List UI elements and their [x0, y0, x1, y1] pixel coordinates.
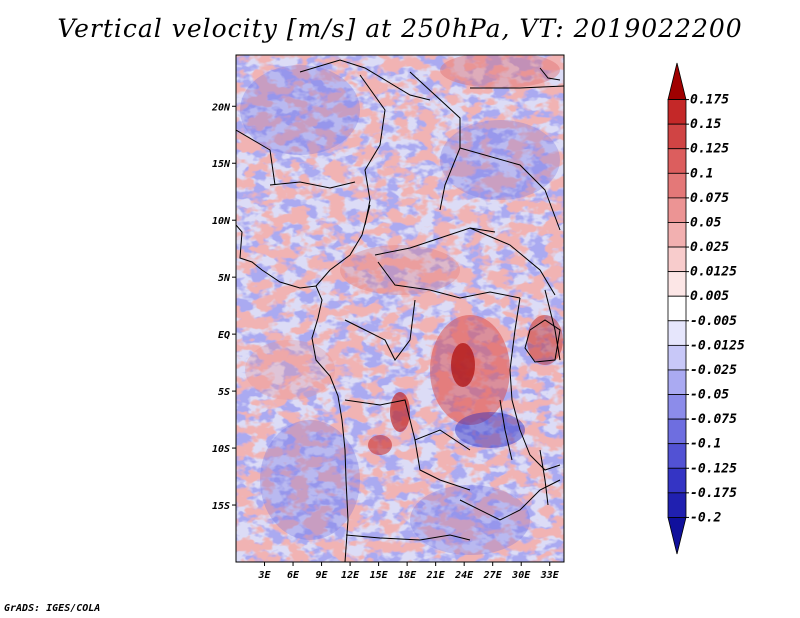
red-region-coast	[245, 340, 335, 400]
blue-region-southwest	[260, 420, 360, 540]
lon-tick-label: 33E	[540, 570, 560, 581]
colorbar-segment	[667, 467, 687, 494]
colorbar-label: -0.05	[690, 388, 729, 403]
lon-tick-label: 9E	[316, 570, 329, 581]
border-chad-niger	[359, 74, 386, 226]
border-chad-car	[374, 227, 496, 256]
lat-tick-label: 15S	[212, 501, 230, 512]
colorbar-segment	[667, 99, 687, 125]
lat-tick-label: 20N	[211, 102, 231, 113]
lake-malawi	[539, 449, 549, 506]
red-region-north	[440, 55, 560, 88]
border-car-drc	[377, 261, 521, 299]
colorbar-label: -0.025	[690, 363, 737, 378]
colorbar-top-arrow	[667, 62, 687, 100]
lat-tick-label: EQ	[218, 330, 230, 341]
colorbar-segment	[667, 344, 687, 371]
blue-region-sahara	[240, 65, 360, 155]
vertical-velocity-field	[236, 55, 564, 562]
colorbar-label: 0.05	[690, 215, 721, 230]
colorbar-label: 0.15	[690, 117, 721, 132]
border-tanzania-mozambique	[519, 429, 561, 471]
chart-title: Vertical velocity [m/s] at 250hPa, VT: 2…	[57, 14, 743, 43]
lat-tick-label: 5N	[218, 273, 231, 284]
colorbar-label: 0.175	[690, 93, 729, 108]
lon-tick-label: 27E	[483, 570, 503, 581]
lon-tick-label: 21E	[426, 570, 446, 581]
colorbar-segment	[667, 148, 687, 174]
lon-tick-label: 15E	[370, 570, 389, 581]
colorbar-segment	[667, 271, 687, 297]
border-angola-zambia	[414, 439, 471, 491]
lake-victoria	[524, 319, 561, 363]
country-borders	[236, 59, 564, 562]
colorbar-segment	[667, 197, 687, 223]
border-sudan-ethiopia	[459, 147, 561, 231]
colorbar-label: -0.175	[690, 486, 737, 501]
border-nigeria-cameroon	[315, 204, 371, 287]
lat-tick-label: 5S	[218, 387, 230, 398]
red-core-south	[390, 392, 410, 432]
colorbar-label: -0.2	[690, 510, 721, 525]
lon-tick-label: 30E	[511, 570, 531, 581]
colorbar-label: -0.125	[690, 461, 737, 476]
colorbar-segment	[667, 394, 687, 420]
lat-tick-label: 10S	[212, 444, 230, 455]
colorbar-segment	[667, 246, 687, 273]
red-core-congo	[451, 343, 475, 387]
red-core-angola	[368, 435, 392, 455]
lat-tick-label: 10N	[212, 216, 231, 227]
colorbar: 0.175 0.15 0.125 0.1 0.075 0.05 0.025 0.0125 0.0…	[667, 62, 745, 555]
colorbar-segment	[667, 418, 687, 445]
blue-region-tanzania	[455, 412, 525, 448]
colorbar-segment	[667, 443, 687, 469]
colorbar-segment	[667, 369, 687, 395]
colorbar-bottom-arrow	[667, 517, 687, 555]
blue-region-sudan	[440, 120, 560, 200]
colorbar-segment	[667, 123, 687, 150]
lon-tick-label: 18E	[398, 570, 417, 581]
red-region-central	[340, 245, 460, 295]
border-south-sudan	[469, 227, 556, 296]
colorbar-label: 0.1	[690, 166, 713, 181]
border-drc-uganda	[509, 297, 521, 431]
lon-tick-label: 12E	[341, 570, 360, 581]
colorbar-segment	[667, 320, 687, 346]
border-zambia-zimbabwe	[459, 479, 561, 521]
colorbar-segment	[667, 172, 687, 199]
border-drc-angola	[344, 399, 471, 451]
axis-ticks: 20N 15N 10N 5N EQ 5S 10S 15S 3E 6E 9E 12E 15E 18E 21E 2…	[211, 102, 560, 581]
colorbar-label: -0.005	[690, 314, 737, 329]
blue-region-south	[410, 485, 530, 555]
lon-tick-label: 6E	[287, 570, 300, 581]
lake-tanganyika	[499, 399, 513, 461]
border-niger-algeria	[299, 59, 431, 101]
border-kenya	[544, 289, 561, 361]
colorbar-label: 0.075	[690, 191, 729, 206]
red-sea-coast	[470, 85, 564, 89]
border-niger-nigeria	[269, 181, 356, 189]
border-angola-namibia	[345, 534, 471, 541]
colorbar-segment	[667, 492, 687, 518]
colorbar-segment	[667, 222, 687, 248]
colorbar-label: 0.0125	[690, 265, 737, 280]
field-texture	[236, 55, 564, 562]
border-mali-niger	[236, 129, 276, 186]
software-credit: GrADS: IGES/COLA	[4, 603, 101, 614]
colorbar-label: -0.1	[690, 437, 721, 452]
colorbar-label: 0.005	[690, 289, 729, 304]
colorbar-label: 0.125	[690, 142, 729, 157]
lon-tick-label: 24E	[454, 570, 474, 581]
colorbar-label: -0.0125	[690, 338, 745, 353]
lat-tick-label: 15N	[212, 159, 231, 170]
border-congo-drc	[344, 299, 416, 361]
colorbar-label: -0.075	[690, 412, 737, 427]
nile-region	[539, 67, 561, 81]
colorbar-label: 0.025	[690, 240, 729, 255]
coastline-west-africa	[236, 224, 349, 562]
map-frame	[235, 54, 565, 563]
lon-tick-label: 3E	[257, 570, 271, 581]
colorbar-segment	[667, 295, 687, 322]
